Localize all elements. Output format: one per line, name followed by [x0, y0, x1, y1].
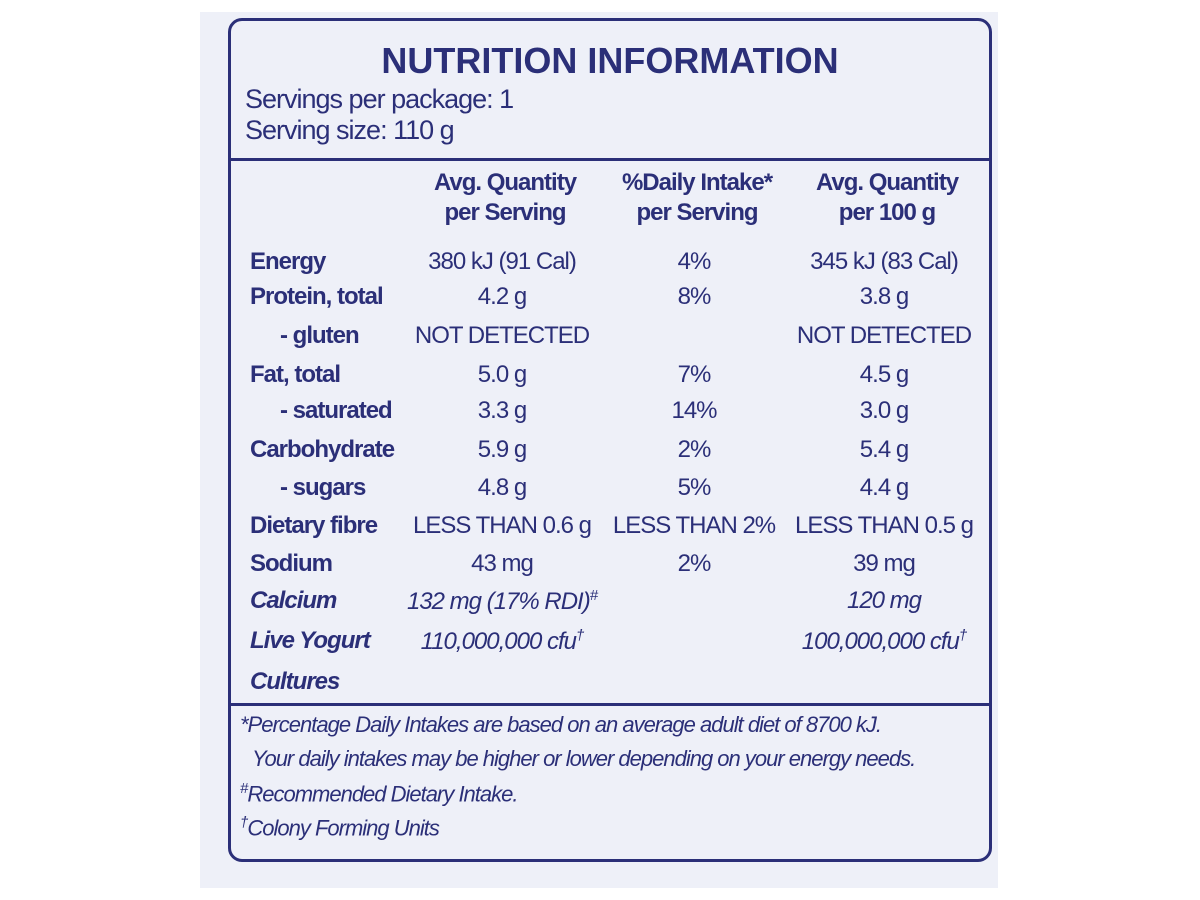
row-label: - gluten [280, 322, 360, 349]
cell: 3.3 g [382, 397, 622, 425]
row-label: Carbohydrate [250, 436, 395, 463]
cell-text: 380 kJ (91 Cal) [428, 248, 577, 275]
cell-text: 3.3 g [477, 397, 527, 424]
cell: LESS THAN 2% [574, 512, 814, 540]
column-header: per Serving [444, 199, 566, 226]
divider [228, 158, 992, 161]
serving-size: Serving size: 110 g [245, 115, 455, 145]
cell-text: 2% [677, 436, 712, 463]
cell: 345 kJ (83 Cal) [764, 248, 1004, 276]
cell-text: 4.5 g [859, 361, 909, 388]
cell-text: LESS THAN 2% [612, 512, 776, 539]
cell-text: 5% [677, 474, 712, 501]
cell: 7% [574, 361, 814, 389]
cell: 8% [574, 283, 814, 311]
footnote: #Recommended Dietary Intake. [240, 780, 518, 807]
column-header: per 100 g [838, 199, 936, 226]
cell: 4.5 g [764, 361, 1004, 389]
footnote-text: *Percentage Daily Intakes are based on a… [240, 712, 882, 737]
cell: 4.4 g [764, 474, 1004, 502]
cell: 14% [574, 397, 814, 425]
cell-text: NOT DETECTED [796, 322, 972, 349]
cell: 3.8 g [764, 283, 1004, 311]
footnote-text: Your daily intakes may be higher or lowe… [252, 746, 916, 771]
superscript: # [589, 587, 598, 604]
cell-text: 110,000,000 cfu [420, 628, 577, 655]
cell-text: 345 kJ (83 Cal) [810, 248, 959, 275]
cell: 39 mg [764, 550, 1004, 578]
cell-text: 8% [677, 283, 712, 310]
cell-text: 4.8 g [477, 474, 527, 501]
cell: 4.2 g [382, 283, 622, 311]
cell: 2% [574, 436, 814, 464]
footnote: †Colony Forming Units [240, 814, 440, 841]
cell: 5.4 g [764, 436, 1004, 464]
cell: 132 mg (17% RDI)# [382, 587, 622, 616]
cell-text: 5.4 g [859, 436, 909, 463]
divider [228, 703, 992, 706]
cell: 4% [574, 248, 814, 276]
cell: 4.8 g [382, 474, 622, 502]
cell: 5% [574, 474, 814, 502]
row-label: - sugars [280, 474, 366, 501]
cell: 5.0 g [382, 361, 622, 389]
cell-text: 39 mg [853, 550, 916, 577]
superscript: † [576, 627, 584, 644]
cell-text: 7% [677, 361, 712, 388]
cell: 3.0 g [764, 397, 1004, 425]
cell-text: LESS THAN 0.5 g [795, 512, 974, 539]
cell-text: 4.2 g [477, 283, 527, 310]
cell: LESS THAN 0.6 g [382, 512, 622, 540]
cell: 2% [574, 550, 814, 578]
cell-text: 2% [677, 550, 712, 577]
superscript: # [240, 780, 248, 797]
cell: 380 kJ (91 Cal) [382, 248, 622, 276]
cell: NOT DETECTED [764, 322, 1004, 350]
cell: 43 mg [382, 550, 622, 578]
footnote-text: Recommended Dietary Intake. [247, 781, 518, 807]
column-header: per Serving [636, 199, 758, 226]
cell-text: 4% [677, 248, 712, 275]
row-label: Live Yogurt [250, 627, 371, 654]
cell-text: 4.4 g [859, 474, 909, 501]
footnote: *Percentage Daily Intakes are based on a… [240, 712, 882, 738]
superscript: † [958, 627, 967, 644]
servings: Servings per package: 1 [245, 84, 514, 114]
cell: 120 mg [764, 587, 1004, 615]
cell-text: 5.0 g [477, 361, 527, 388]
cell-text: 3.8 g [859, 283, 909, 310]
row-label: Dietary fibre [250, 512, 378, 539]
cell-text: 5.9 g [477, 436, 527, 463]
cell-text: 120 mg [846, 587, 922, 614]
row-label: Energy [250, 248, 326, 275]
cell: 5.9 g [382, 436, 622, 464]
cell-text: 43 mg [471, 550, 534, 577]
footnote-text: Colony Forming Units [247, 815, 440, 841]
cell-text: 14% [671, 397, 717, 424]
row-label: Sodium [250, 550, 333, 577]
column-header: Avg. Quantity [433, 169, 577, 196]
footnote: Your daily intakes may be higher or lowe… [252, 746, 916, 772]
row-label: Fat, total [250, 361, 341, 388]
cell: NOT DETECTED [382, 322, 622, 350]
row-label: Protein, total [250, 283, 384, 310]
cell-text: NOT DETECTED [414, 322, 590, 349]
row-label: Calcium [250, 587, 337, 614]
column-header: %Daily Intake* [621, 169, 773, 196]
row-label: Cultures [250, 668, 340, 695]
title: NUTRITION INFORMATION [381, 40, 839, 81]
cell-text: 100,000,000 cfu [801, 628, 960, 655]
column-header: Avg. Quantity [815, 169, 959, 196]
cell: LESS THAN 0.5 g [764, 512, 1004, 540]
cell-text: 132 mg (17% RDI) [406, 588, 591, 615]
row-label: - saturated [280, 397, 393, 424]
label-border [228, 18, 992, 862]
cell-text: 3.0 g [859, 397, 909, 424]
superscript: † [240, 814, 248, 831]
cell: 110,000,000 cfu† [382, 627, 622, 656]
cell-text: LESS THAN 0.6 g [413, 512, 592, 539]
cell: 100,000,000 cfu† [764, 627, 1004, 656]
